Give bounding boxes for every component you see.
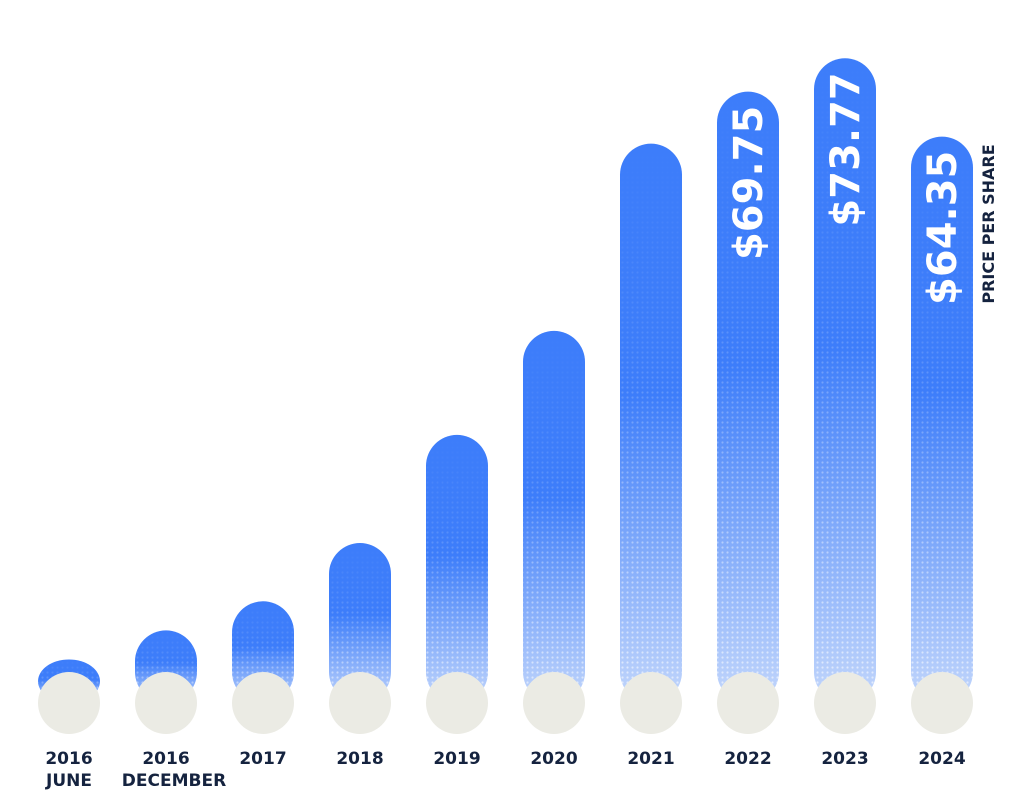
- base-circle-8: [814, 672, 876, 734]
- base-circle-1: [135, 672, 197, 734]
- base-circle-6: [620, 672, 682, 734]
- bar-texture-8: [814, 58, 876, 704]
- bar-texture-6: [620, 143, 682, 703]
- x-tick-label-5: 2020: [530, 749, 577, 769]
- bar-texture-9: [911, 136, 973, 703]
- x-tick-label-6: 2021: [627, 749, 674, 769]
- x-tick-label-9: 2024: [918, 749, 965, 769]
- base-circle-3: [329, 672, 391, 734]
- base-circle-7: [717, 672, 779, 734]
- bar-texture-5: [523, 330, 585, 703]
- base-circle-4: [426, 672, 488, 734]
- bar-texture-4: [426, 434, 488, 703]
- x-tick-label-3: 2018: [336, 749, 383, 769]
- x-tick-label-0: 2016 JUNE: [45, 749, 93, 791]
- data-label-9: $64.35: [920, 151, 966, 305]
- base-circle-9: [911, 672, 973, 734]
- y-axis-label: PRICE PER SHARE: [979, 144, 998, 303]
- base-circle-0: [38, 672, 100, 734]
- base-circles-group: [38, 672, 973, 734]
- data-label-7: $69.75: [726, 106, 772, 260]
- x-tick-label-8: 2023: [821, 749, 868, 769]
- x-tick-label-2: 2017: [239, 749, 286, 769]
- category-labels-group: 2016 JUNE 2016 DECEMBER 2017 2018 2019 2020 2021…: [45, 749, 966, 791]
- value-labels-group: $69.75 $73.77 $64.35: [726, 72, 966, 305]
- bar-texture-7: [717, 91, 779, 704]
- base-circle-5: [523, 672, 585, 734]
- x-tick-label-1: 2016 DECEMBER: [122, 749, 226, 791]
- base-circle-2: [232, 672, 294, 734]
- x-tick-label-4: 2019: [433, 749, 480, 769]
- x-tick-label-7: 2022: [724, 749, 771, 769]
- data-label-8: $73.77: [823, 72, 869, 226]
- bars-group: [38, 58, 973, 704]
- bar-texture-3: [329, 543, 391, 703]
